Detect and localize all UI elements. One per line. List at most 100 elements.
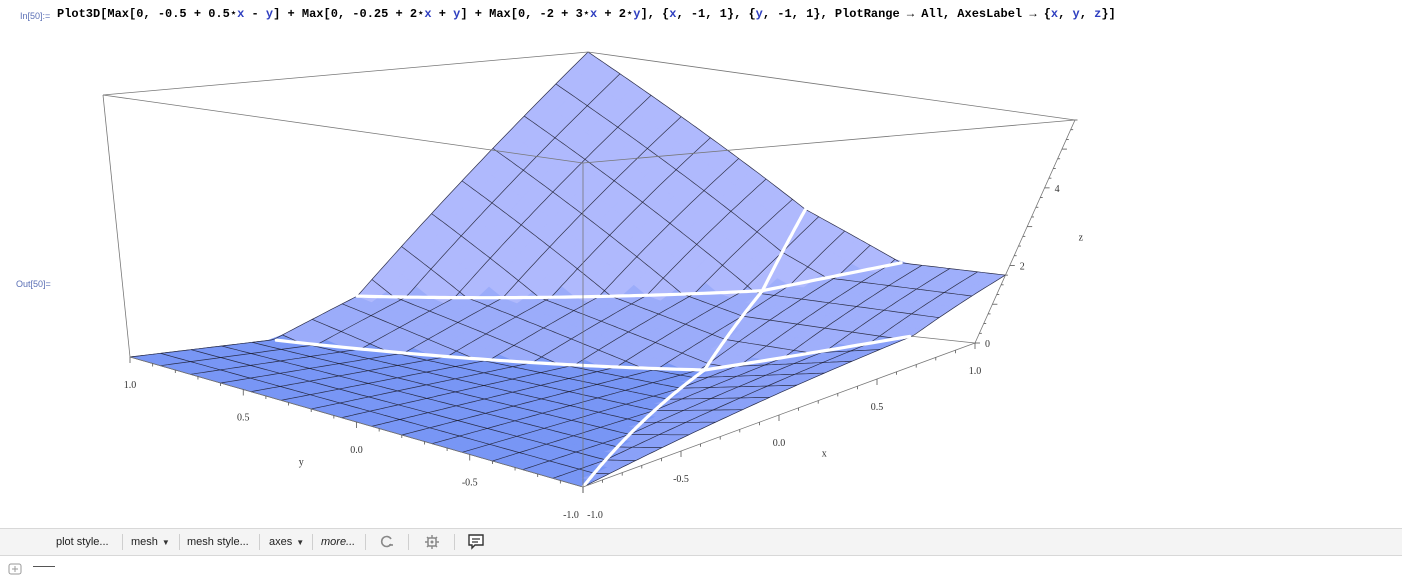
crease-lines <box>274 207 912 489</box>
y-tick-label: 1.0 <box>124 380 137 391</box>
box-edge <box>102 94 584 164</box>
input-label: In[50]:= <box>20 11 51 21</box>
code-variable: y <box>265 7 274 21</box>
y-tick-label: -1.0 <box>563 510 579 521</box>
code-token: , -1, 1}, PlotRange → All, AxesLabel → { <box>762 7 1051 21</box>
mesh-line <box>280 158 739 401</box>
crease-line <box>355 261 903 300</box>
code-variable: y <box>1072 7 1080 21</box>
toolbar-mesh-button[interactable]: mesh ▼ <box>131 529 170 555</box>
mesh-line <box>492 265 923 462</box>
toolbar-separator <box>179 534 180 550</box>
code-variable: y <box>755 7 763 21</box>
code-variable: z <box>1094 7 1102 21</box>
toolbar-separator <box>259 534 260 550</box>
mesh-line <box>160 73 621 367</box>
chevron-down-icon: ▼ <box>161 538 170 547</box>
mesh-line <box>250 137 711 393</box>
toolbar-item-label: mesh style... <box>187 536 249 548</box>
code-variable: x <box>1050 7 1059 21</box>
toolbar-item-label: plot style... <box>56 536 109 548</box>
crease-line <box>274 334 912 372</box>
x-tick-label: -1.0 <box>587 510 603 521</box>
toolbar-separator <box>365 534 366 550</box>
mesh-line <box>252 341 689 436</box>
code-variable: x <box>424 7 432 21</box>
mesh-line <box>160 352 610 475</box>
mesh-line <box>552 271 978 479</box>
toolbar-separator <box>312 534 313 550</box>
code-token: Plot3D[Max[0, -0.5 + 0.5⋆ <box>57 7 238 21</box>
y-tick-label: 0.5 <box>237 413 250 424</box>
z-tick-label: 0 <box>985 339 990 350</box>
toolbar-axes-button[interactable]: axes ▼ <box>269 529 304 555</box>
toolbar-mesh-style-button[interactable]: mesh style... <box>187 529 249 555</box>
plot3d-graphic[interactable]: -1.0 -0.5 0.0 0.5 1.0 x -1.0 -0.5 0.0 0.5 1.0 y 0 2 4 z <box>0 0 1402 528</box>
mesh-line <box>341 199 793 419</box>
chevron-down-icon: ▼ <box>296 538 305 547</box>
toolbar-item-label: axes <box>269 536 293 548</box>
comment-icon[interactable] <box>467 533 485 551</box>
rotate-icon[interactable] <box>378 533 396 551</box>
mesh-line <box>221 345 663 448</box>
mesh-line <box>524 115 940 318</box>
toolbar-separator <box>454 534 455 550</box>
y-tick-label: 0.0 <box>350 445 363 456</box>
code-token: ] + Max[0, -0.25 + 2⋆ <box>273 7 425 21</box>
z-tick-label: 4 <box>1055 184 1060 195</box>
mesh-line <box>555 83 972 297</box>
suggestions-toolbar: plot style... mesh ▼ mesh style... axes ▼ more… <box>0 528 1402 556</box>
x-tick-label: -0.5 <box>673 474 689 485</box>
axis-labels: -1.0 -0.5 0.0 0.5 1.0 x -1.0 -0.5 0.0 0.5 1.0 y 0 2 4 z <box>124 119 1084 521</box>
code-token: }] <box>1101 7 1116 21</box>
mesh-line <box>190 95 652 375</box>
z-axis-label: z <box>1079 232 1084 243</box>
add-cell-icon[interactable] <box>8 563 22 575</box>
box-edge <box>974 119 1076 344</box>
toolbar-plot-style-button[interactable]: plot style... <box>56 529 109 555</box>
code-token: + 2⋆ <box>597 7 634 21</box>
x-axis-label: x <box>822 449 827 460</box>
mesh-line <box>401 230 845 436</box>
input-code[interactable]: Plot3D[Max[0, -0.5 + 0.5⋆x - y] + Max[0,… <box>57 6 1116 21</box>
x-tick-label: 0.0 <box>773 438 786 449</box>
code-variable: x <box>237 7 245 21</box>
code-variable: x <box>590 7 598 21</box>
cell-insertion-line <box>33 566 55 567</box>
code-token: , -1, 1}, { <box>676 7 756 21</box>
code-variable: y <box>453 7 461 21</box>
box-edge <box>587 51 1076 121</box>
toolbar-more-button[interactable]: more... <box>321 529 355 555</box>
y-axis-label: y <box>299 457 304 468</box>
mesh-line <box>431 213 853 368</box>
mesh-line <box>522 268 950 471</box>
code-variable: x <box>669 7 677 21</box>
code-token: , <box>1079 7 1095 21</box>
toolbar-item-label: more... <box>321 536 356 548</box>
mesh-line <box>492 148 908 339</box>
mesh-line <box>431 245 871 445</box>
toolbar-separator <box>408 534 409 550</box>
mesh-line <box>220 116 682 384</box>
code-token: - <box>244 7 266 21</box>
mesh-line <box>462 259 896 453</box>
toolbar-item-label: mesh <box>131 536 158 548</box>
toolbar-separator <box>122 534 123 550</box>
crease-line <box>581 207 808 489</box>
box-edge <box>582 119 1076 164</box>
y-tick-label: -0.5 <box>462 478 478 489</box>
code-variable: y <box>633 7 641 21</box>
mesh-line <box>342 303 770 400</box>
code-token: ], { <box>640 7 670 21</box>
box-edge <box>102 51 589 96</box>
code-token: + <box>431 7 454 21</box>
mesh-line <box>582 274 1006 488</box>
gear-icon[interactable] <box>423 533 441 551</box>
mesh-line <box>401 246 825 378</box>
code-token: ] + Max[0, -2 + 3⋆ <box>460 7 590 21</box>
output-label: Out[50]= <box>16 279 51 289</box>
z-tick-label: 2 <box>1020 261 1025 272</box>
mesh-line <box>191 349 636 461</box>
code-token: , <box>1058 7 1073 21</box>
x-tick-label: 1.0 <box>969 366 982 377</box>
